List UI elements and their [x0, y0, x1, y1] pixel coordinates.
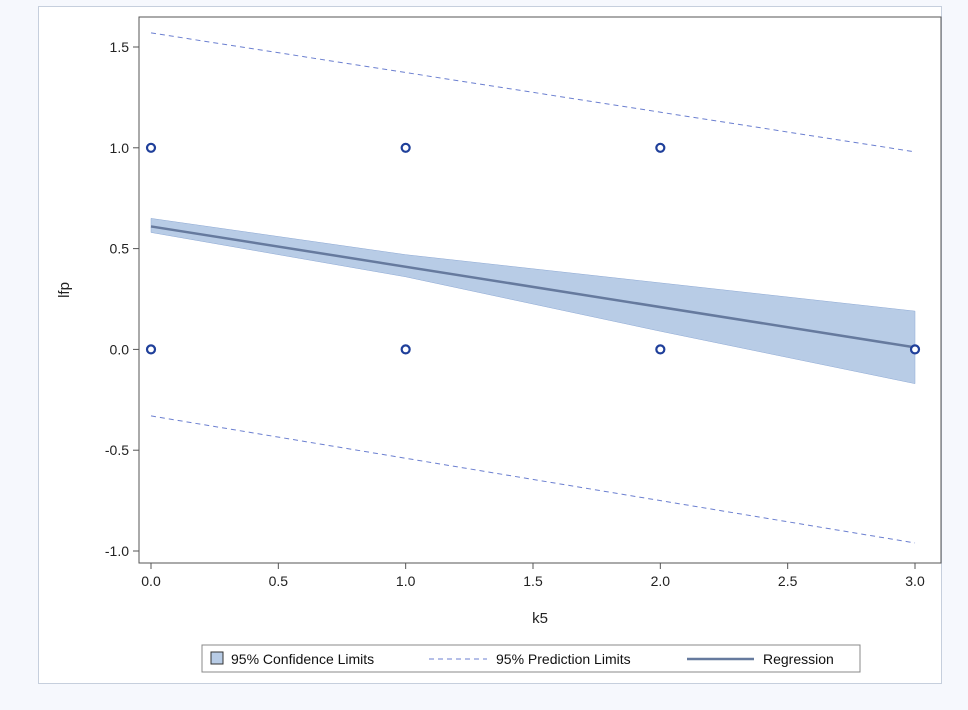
x-tick-label: 1.5: [523, 573, 543, 589]
y-tick-label: -0.5: [105, 442, 129, 458]
x-tick-label: 3.0: [905, 573, 925, 589]
x-tick-label: 2.0: [651, 573, 671, 589]
data-point: [655, 344, 666, 355]
data-point: [145, 142, 157, 153]
y-tick-label: 1.5: [110, 39, 130, 55]
x-axis-title: k5: [532, 610, 548, 627]
y-tick-label: 0.5: [110, 241, 130, 257]
x-tick-label: 1.0: [396, 573, 416, 589]
data-point: [145, 344, 157, 355]
data-points-layer: [145, 142, 921, 355]
legend-label-prediction: 95% Prediction Limits: [496, 651, 631, 667]
confidence-band: [150, 218, 916, 384]
data-point: [400, 142, 411, 153]
legend-swatch-confidence: [210, 651, 224, 665]
x-axis: 0.0 0.5 1.0 1.5 2.0 2.5 3.0: [141, 563, 925, 589]
prediction-limit-lower: [150, 415, 916, 544]
y-tick-label: 0.0: [110, 341, 130, 357]
x-tick-label: 0.0: [141, 573, 161, 589]
legend: 95% Confidence Limits 95% Prediction Lim…: [201, 644, 861, 673]
y-axis: -1.0 -0.5 0.0 0.5 1.0 1.5: [105, 39, 139, 559]
data-point: [909, 344, 921, 355]
data-point: [400, 344, 411, 355]
x-tick-label: 2.5: [778, 573, 798, 589]
y-axis-title: lfp: [56, 282, 73, 298]
regression-layer: [150, 225, 916, 349]
y-tick-label: 1.0: [110, 140, 130, 156]
y-tick-label: -1.0: [105, 543, 129, 559]
confidence-band-layer: [150, 218, 916, 384]
regression-chart: 0.0 0.5 1.0 1.5 2.0 2.5 3.0 -1.0 -0.5 0.0 0.5 1.0 1…: [56, 16, 942, 673]
regression-line: [150, 225, 916, 349]
x-tick-label: 0.5: [269, 573, 289, 589]
prediction-limits-layer: [150, 32, 916, 544]
legend-label-confidence: 95% Confidence Limits: [231, 651, 374, 667]
data-point: [655, 142, 666, 153]
prediction-limit-upper: [150, 32, 916, 153]
legend-label-regression: Regression: [763, 651, 834, 667]
plot-frame: [138, 16, 942, 564]
figure-panel: 0.0 0.5 1.0 1.5 2.0 2.5 3.0 -1.0 -0.5 0.0 0.5 1.0 1…: [38, 6, 942, 684]
